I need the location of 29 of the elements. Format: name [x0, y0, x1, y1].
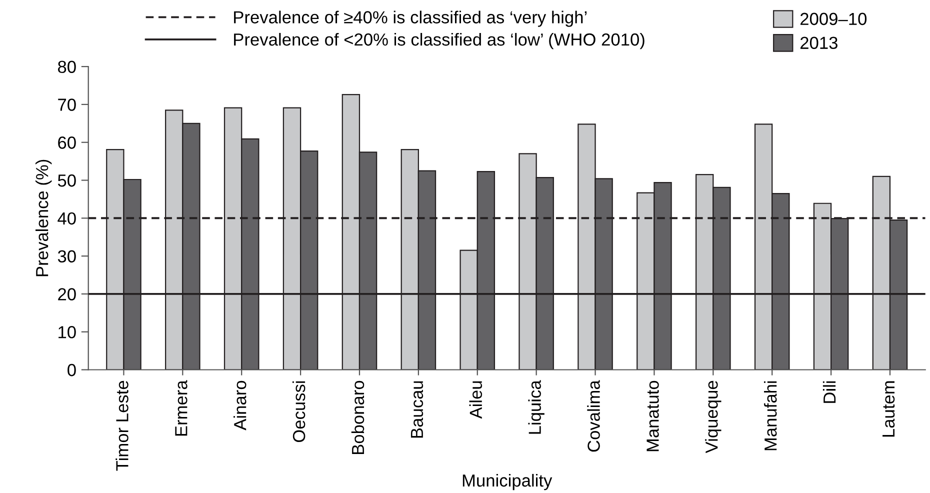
x-tick-label: Timor Leste	[116, 380, 128, 471]
x-axis-title: Municipality	[462, 474, 552, 490]
y-tick-label: 30	[58, 250, 76, 263]
x-tick-label: Aileu	[469, 381, 482, 419]
x-tick-label: Bobonaro	[351, 380, 364, 454]
x-tick-label: Baucau	[410, 381, 424, 438]
x-tick-label: Oecussi	[292, 381, 306, 442]
x-tick-label: Viqueque	[705, 380, 722, 454]
y-tick-label: 0	[68, 364, 76, 376]
x-tick-label: Manatuto	[646, 380, 659, 452]
x-tick-label: Dili	[822, 381, 836, 403]
y-tick-label: 10	[58, 326, 76, 338]
legend-label: Prevalence of ≥40% is classified as ‘very high’	[234, 10, 587, 27]
x-tick-label: Lautem	[882, 381, 895, 437]
y-tick-label: 40	[58, 212, 76, 225]
x-tick-label: Liquica	[528, 380, 544, 434]
x-tick-label: Ermera	[175, 380, 188, 436]
legend-label: Prevalence of <20% is classified as ‘low’ (WHO 2010)	[234, 32, 644, 50]
y-tick-label: 20	[58, 288, 76, 300]
x-tick-label: Covalima	[587, 380, 600, 452]
x-tick-label: Manufahi	[764, 381, 777, 450]
y-axis-title: Prevalence (%)	[35, 160, 52, 276]
legend-label: 2013	[800, 36, 838, 50]
y-tick-label: 80	[58, 60, 76, 74]
legend-label: 2009–10	[800, 12, 867, 26]
x-tick-label: Ainaro	[234, 380, 246, 430]
y-tick-label: 70	[58, 98, 76, 111]
y-tick-label: 50	[58, 174, 76, 187]
y-tick-label: 60	[58, 136, 76, 149]
